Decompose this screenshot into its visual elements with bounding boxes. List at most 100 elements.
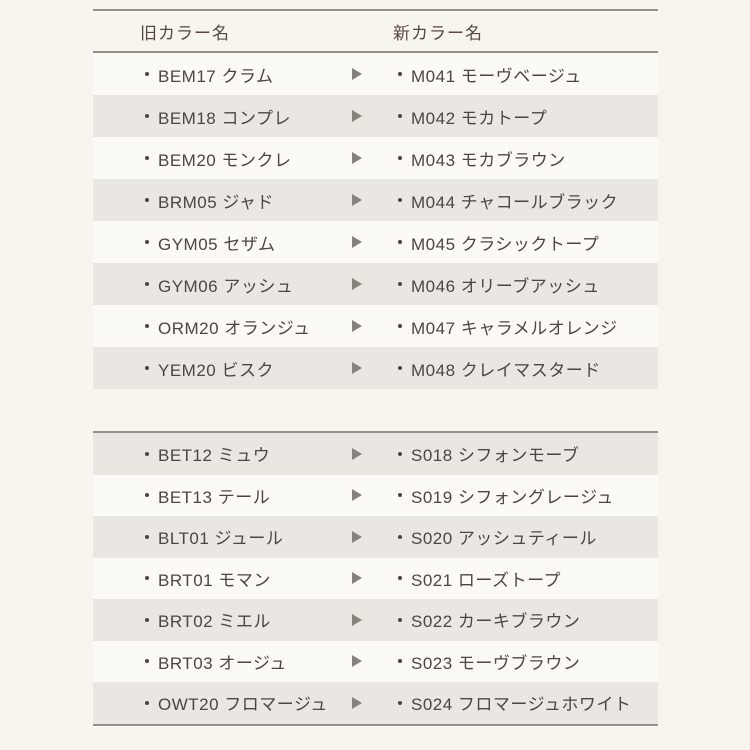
bullet-icon xyxy=(145,617,149,622)
bullet-icon xyxy=(145,659,149,664)
old-color-name: BRT03 オージュ xyxy=(158,653,287,673)
bullet-icon xyxy=(398,366,402,370)
old-color-name: BEM20 モンクレ xyxy=(158,150,292,170)
table-row: GYM05 セザム M045 クラシックトープ xyxy=(93,221,658,263)
new-color-cell: M048 クレイマスタード xyxy=(398,356,658,381)
color-rename-table: 旧カラー名 新カラー名 BEM17 クラム M041 モーヴベージュ BEM18… xyxy=(93,9,658,726)
old-color-name: ORM20 オランジュ xyxy=(158,318,311,338)
new-color-cell: M044 チャコールブラック xyxy=(398,188,658,213)
table-row: BEM18 コンプレ M042 モカトープ xyxy=(93,95,658,137)
table-row: ORM20 オランジュ M047 キャラメルオレンジ xyxy=(93,305,658,347)
table-row: BRT03 オージュ S023 モーヴブラウン xyxy=(93,640,658,682)
bullet-icon xyxy=(145,493,149,498)
bullet-icon xyxy=(398,493,402,498)
old-color-cell: BET12 ミュウ xyxy=(145,441,352,466)
new-color-cell: M043 モカブラウン xyxy=(398,146,658,171)
new-color-name: S019 シフォングレージュ xyxy=(411,487,614,507)
new-color-name: M045 クラシックトープ xyxy=(411,234,600,254)
new-color-cell: M045 クラシックトープ xyxy=(398,230,658,255)
new-color-cell: M046 オリーブアッシュ xyxy=(398,272,658,297)
bullet-icon xyxy=(145,366,149,370)
old-color-cell: BRM05 ジャド xyxy=(145,188,352,213)
table-row: BET13 テール S019 シフォングレージュ xyxy=(93,474,658,516)
bullet-icon xyxy=(398,72,402,76)
old-color-cell: GYM06 アッシュ xyxy=(145,272,352,297)
new-color-cell: M041 モーヴベージュ xyxy=(398,62,658,87)
group-divider xyxy=(93,431,658,433)
old-color-name: GYM05 セザム xyxy=(158,234,276,254)
arrow-right-icon xyxy=(352,530,362,543)
bullet-icon xyxy=(145,114,149,118)
old-color-name: BEM17 クラム xyxy=(158,66,274,86)
new-color-cell: S022 カーキブラウン xyxy=(398,607,658,632)
new-color-name: M046 オリーブアッシュ xyxy=(411,276,600,296)
new-color-name: M041 モーヴベージュ xyxy=(411,66,582,86)
old-color-cell: BRT02 ミエル xyxy=(145,607,352,632)
bullet-icon xyxy=(398,114,402,118)
bullet-icon xyxy=(398,156,402,160)
old-color-name: BET13 テール xyxy=(158,487,271,507)
arrow-right-icon xyxy=(352,278,362,290)
new-color-cell: S018 シフォンモーブ xyxy=(398,441,658,466)
new-color-cell: S019 シフォングレージュ xyxy=(398,483,658,508)
new-color-name: S020 アッシュティール xyxy=(411,529,597,549)
bullet-icon xyxy=(145,282,149,286)
bullet-icon xyxy=(398,451,402,456)
bullet-icon xyxy=(398,700,402,705)
header-divider xyxy=(93,51,658,53)
table-row: BEM20 モンクレ M043 モカブラウン xyxy=(93,137,658,179)
arrow-right-icon xyxy=(352,194,362,206)
new-color-name: M043 モカブラウン xyxy=(411,150,566,170)
table-row: BRT01 モマン S021 ローズトープ xyxy=(93,557,658,599)
bullet-icon xyxy=(145,451,149,456)
old-color-column-header: 旧カラー名 xyxy=(140,23,230,43)
table-row: BEM17 クラム M041 モーヴベージュ xyxy=(93,53,658,95)
old-color-name: BRT02 ミエル xyxy=(158,612,271,632)
arrow-right-icon xyxy=(352,572,362,585)
arrow-right-icon xyxy=(352,68,362,80)
new-color-name: S018 シフォンモーブ xyxy=(411,446,580,466)
arrow-right-icon xyxy=(352,447,362,460)
new-color-name: S022 カーキブラウン xyxy=(411,612,581,632)
bullet-icon xyxy=(145,72,149,76)
bullet-icon xyxy=(145,324,149,328)
top-divider xyxy=(93,9,658,11)
old-color-cell: BEM18 コンプレ xyxy=(145,104,352,129)
table-row: GYM06 アッシュ M046 オリーブアッシュ xyxy=(93,263,658,305)
new-color-name: M044 チャコールブラック xyxy=(411,192,619,212)
old-color-cell: BLT01 ジュール xyxy=(145,524,352,549)
old-color-cell: ORM20 オランジュ xyxy=(145,314,352,339)
new-color-cell: S021 ローズトープ xyxy=(398,566,658,591)
new-color-name: S024 フロマージュホワイト xyxy=(411,695,632,715)
new-color-name: S021 ローズトープ xyxy=(411,570,562,590)
new-color-cell: M047 キャラメルオレンジ xyxy=(398,314,658,339)
new-color-name: M048 クレイマスタード xyxy=(411,360,601,380)
old-color-name: OWT20 フロマージュ xyxy=(158,695,328,715)
arrow-right-icon xyxy=(352,236,362,248)
bullet-icon xyxy=(398,198,402,202)
bullet-icon xyxy=(145,156,149,160)
bullet-icon xyxy=(145,198,149,202)
new-color-cell: S020 アッシュティール xyxy=(398,524,658,549)
new-color-name: M042 モカトープ xyxy=(411,108,548,128)
old-color-name: BEM18 コンプレ xyxy=(158,108,291,128)
old-color-cell: BET13 テール xyxy=(145,483,352,508)
table-row: BRT02 ミエル S022 カーキブラウン xyxy=(93,599,658,641)
group-spacer xyxy=(93,389,658,431)
old-color-cell: BEM17 クラム xyxy=(145,62,352,87)
bullet-icon xyxy=(398,240,402,244)
bullet-icon xyxy=(145,240,149,244)
table-row: BRM05 ジャド M044 チャコールブラック xyxy=(93,179,658,221)
old-color-cell: GYM05 セザム xyxy=(145,230,352,255)
color-group-2: BET12 ミュウ S018 シフォンモーブ BET13 テール S019 シフ… xyxy=(93,433,658,724)
new-color-name: M047 キャラメルオレンジ xyxy=(411,318,618,338)
old-color-cell: BRT03 オージュ xyxy=(145,649,352,674)
new-color-cell: M042 モカトープ xyxy=(398,104,658,129)
table-row: BLT01 ジュール S020 アッシュティール xyxy=(93,516,658,558)
old-color-name: BRT01 モマン xyxy=(158,570,271,590)
old-color-name: GYM06 アッシュ xyxy=(158,276,294,296)
bullet-icon xyxy=(145,576,149,581)
arrow-right-icon xyxy=(352,696,362,709)
arrow-right-icon xyxy=(352,362,362,374)
bullet-icon xyxy=(398,324,402,328)
